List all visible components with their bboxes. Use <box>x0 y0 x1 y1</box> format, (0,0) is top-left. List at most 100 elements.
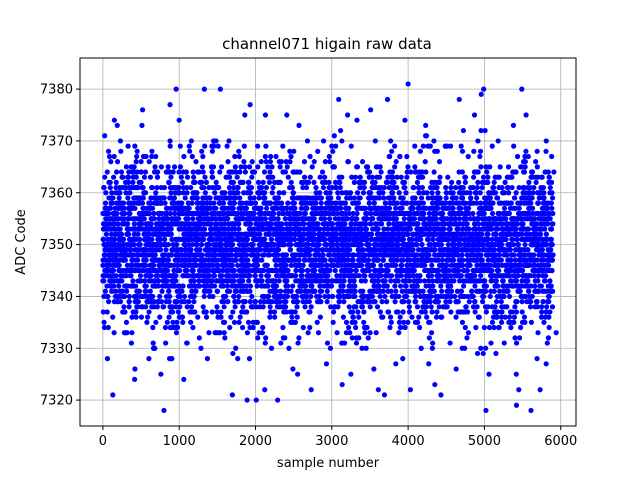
data-point <box>246 356 253 362</box>
data-point <box>255 143 261 149</box>
data-point <box>109 288 115 294</box>
data-point <box>335 304 341 310</box>
data-point <box>265 164 271 170</box>
data-point <box>412 143 418 149</box>
data-point <box>217 169 223 175</box>
data-point <box>118 148 124 154</box>
data-point <box>193 288 199 294</box>
data-point <box>305 179 312 185</box>
data-point <box>221 304 227 310</box>
data-point <box>146 159 152 165</box>
data-point <box>486 371 492 377</box>
data-point <box>438 392 444 398</box>
data-point <box>125 179 132 185</box>
data-point <box>244 330 251 336</box>
data-point <box>210 293 216 300</box>
data-point <box>110 392 116 398</box>
data-point <box>394 200 400 206</box>
data-point <box>407 226 414 232</box>
data-point <box>277 288 284 294</box>
data-point <box>176 117 182 123</box>
data-point <box>166 314 172 320</box>
data-point <box>247 273 253 279</box>
data-point <box>107 205 114 211</box>
data-point <box>408 169 414 175</box>
data-point <box>211 200 217 206</box>
data-point <box>239 200 245 206</box>
data-point <box>267 314 273 320</box>
data-point <box>151 262 157 268</box>
data-point <box>240 278 246 284</box>
data-point <box>262 340 268 346</box>
data-point <box>342 200 348 206</box>
data-point <box>218 309 224 315</box>
data-point <box>204 210 210 217</box>
data-point <box>291 195 297 201</box>
data-point <box>318 195 324 201</box>
data-point <box>382 200 389 206</box>
data-point <box>120 200 127 206</box>
data-point <box>397 314 403 320</box>
data-point <box>225 216 231 222</box>
data-point <box>400 195 406 201</box>
data-point <box>458 205 464 211</box>
data-point <box>143 262 149 268</box>
data-point <box>146 356 152 362</box>
data-point <box>284 112 290 118</box>
data-point <box>106 299 112 305</box>
data-point <box>212 252 218 258</box>
data-point <box>327 345 334 351</box>
data-point <box>128 273 134 279</box>
data-point <box>251 247 257 253</box>
data-point <box>395 278 401 284</box>
data-point <box>184 190 190 196</box>
data-point <box>101 324 108 331</box>
data-point <box>231 278 237 284</box>
data-point <box>112 236 118 243</box>
data-point <box>210 262 216 268</box>
data-point <box>148 273 154 279</box>
data-point <box>131 231 137 237</box>
data-point <box>301 174 308 180</box>
data-point <box>184 267 190 274</box>
data-point <box>430 340 436 346</box>
data-point <box>175 262 181 268</box>
data-point <box>317 314 323 320</box>
data-point <box>158 371 164 377</box>
data-point <box>258 205 264 211</box>
data-point <box>172 210 178 217</box>
data-point <box>438 283 444 289</box>
data-point <box>441 226 447 232</box>
data-point <box>186 143 192 149</box>
data-point <box>204 356 211 362</box>
data-point <box>194 241 200 248</box>
data-point <box>453 195 459 201</box>
data-point <box>191 293 197 300</box>
data-point <box>306 299 312 305</box>
data-point <box>199 252 205 258</box>
data-point <box>103 231 109 237</box>
data-point <box>236 221 242 227</box>
data-point <box>197 283 203 289</box>
data-point <box>327 267 333 274</box>
data-point <box>268 153 274 160</box>
data-point <box>260 324 266 331</box>
data-point <box>343 319 350 325</box>
data-point <box>291 148 297 154</box>
data-point <box>320 184 327 191</box>
data-point <box>364 324 370 331</box>
data-point <box>222 221 228 227</box>
data-point <box>261 252 267 258</box>
data-point <box>117 138 124 144</box>
data-point <box>263 159 269 165</box>
data-point <box>414 319 421 325</box>
data-point <box>142 278 148 284</box>
data-point <box>201 226 208 232</box>
data-point <box>362 330 368 336</box>
data-point <box>262 236 268 243</box>
data-point <box>384 283 390 289</box>
data-point <box>460 257 466 263</box>
data-point <box>143 257 149 263</box>
data-point <box>444 304 450 310</box>
data-point <box>459 252 465 258</box>
